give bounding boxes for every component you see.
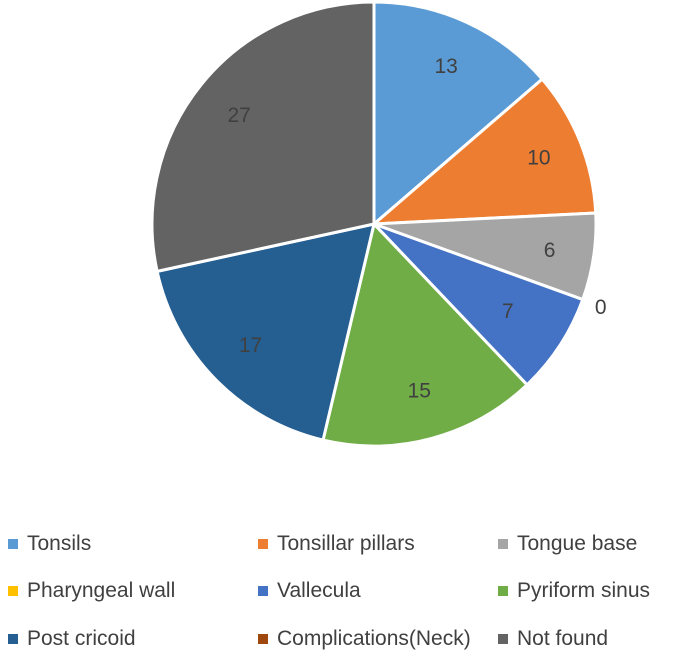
legend-item-post-cricoid: Post cricoid (8, 625, 136, 653)
data-label-tonsils: 13 (434, 55, 457, 78)
legend-swatch (258, 634, 268, 644)
legend-label: Tongue base (517, 532, 638, 555)
legend-label: Tonsillar pillars (277, 532, 415, 555)
legend-item-tonsils: Tonsils (8, 530, 91, 558)
legend-label: Vallecula (277, 579, 361, 602)
slice-tonsillar-pillars (372, 77, 598, 226)
data-label-tonsillar-pillars: 10 (527, 147, 550, 170)
legend-label: Post cricoid (27, 627, 136, 650)
legend-item-pyriform-sinus: Pyriform sinus (498, 577, 650, 605)
slice-pyriform-sinus (321, 222, 529, 448)
pie-data-labels: 13 10 6 0 7 15 17 27 (227, 55, 606, 403)
legend-swatch (258, 539, 268, 549)
legend-swatch (498, 539, 508, 549)
slice-not-found (150, 0, 376, 273)
legend-swatch (498, 586, 508, 596)
data-label-tongue-base: 6 (544, 239, 556, 262)
legend-item-tongue-base: Tongue base (498, 530, 637, 558)
legend-swatch (8, 634, 18, 644)
legend-label: Pharyngeal wall (27, 579, 176, 602)
legend-swatch (8, 539, 18, 549)
slice-vallecula (372, 222, 585, 387)
legend-swatch (498, 634, 508, 644)
data-label-not-found: 27 (227, 104, 250, 127)
data-label-post-cricoid: 17 (239, 334, 262, 357)
legend-swatch (258, 586, 268, 596)
legend: Tonsils Tonsillar pillars Tongue base Phary… (0, 520, 685, 656)
legend-label: Pyriform sinus (517, 579, 651, 602)
data-label-pharyngeal-wall: 0 (595, 296, 607, 319)
legend-label: Not found (517, 627, 609, 650)
slice-tonsils (372, 0, 544, 226)
pie-slices (150, 0, 598, 448)
slice-post-cricoid (155, 222, 376, 442)
legend-item-not-found: Not found (498, 625, 608, 653)
data-label-vallecula: 7 (502, 300, 514, 323)
legend-item-pharyngeal-wall: Pharyngeal wall (8, 577, 175, 605)
legend-swatch (8, 586, 18, 596)
legend-item-tonsillar-pillars: Tonsillar pillars (258, 530, 415, 558)
legend-item-vallecula: Vallecula (258, 577, 361, 605)
legend-item-complications-neck: Complications(Neck) (258, 625, 471, 653)
pie-chart: 13 10 6 0 7 15 17 27 (150, 0, 607, 448)
data-label-pyriform-sinus: 15 (408, 380, 431, 403)
legend-label: Tonsils (27, 532, 92, 555)
legend-label: Complications(Neck) (277, 627, 471, 650)
